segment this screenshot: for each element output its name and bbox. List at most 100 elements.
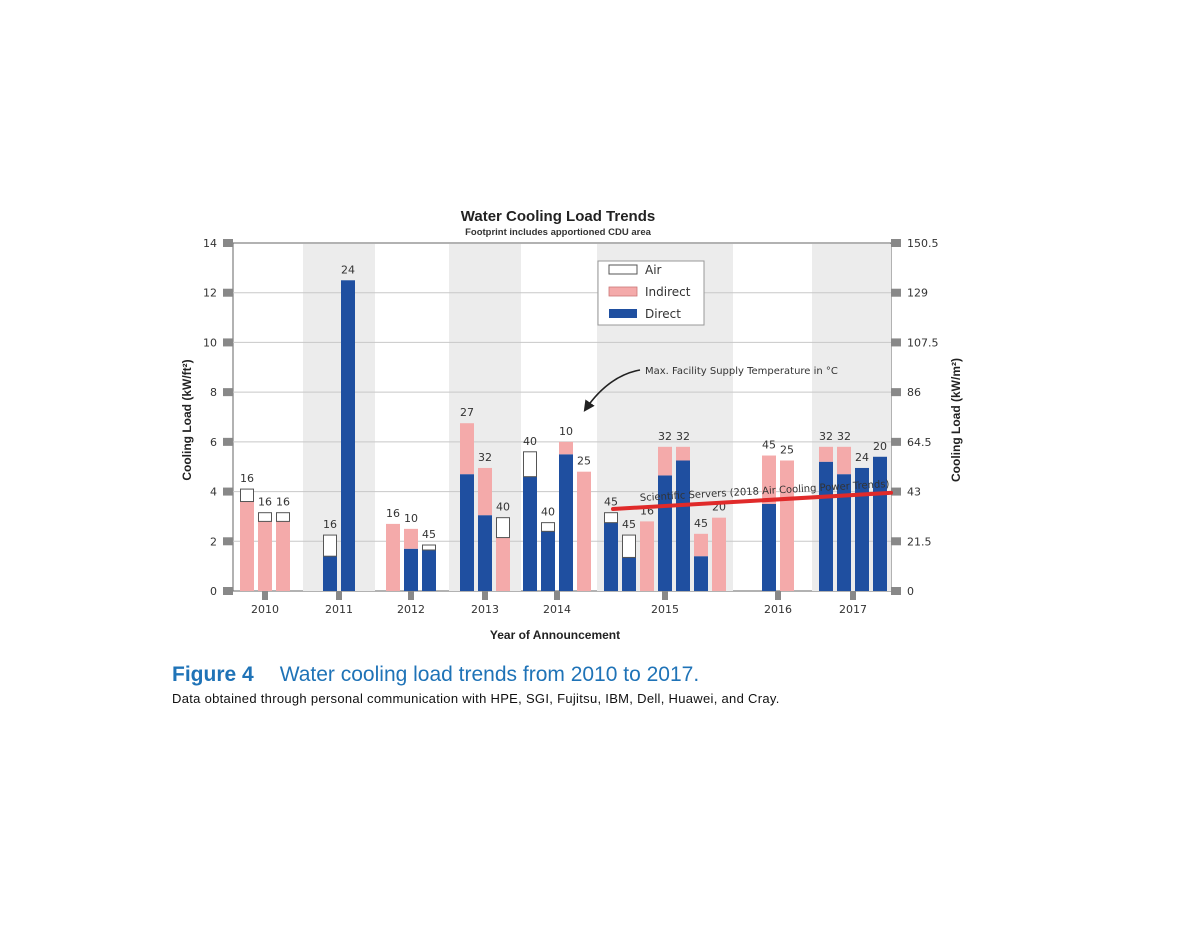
y-tick-mark-left — [223, 587, 233, 595]
x-tick-mark — [775, 591, 781, 600]
bar-direct — [694, 556, 708, 591]
bar-direct — [873, 456, 887, 591]
bar-temperature-label: 45 — [694, 517, 708, 530]
x-tick-label-2013: 2013 — [471, 603, 499, 616]
annotation-arrow — [583, 369, 641, 412]
bar-air — [240, 488, 254, 503]
y-tick-mark-right — [891, 388, 901, 397]
bar-air — [276, 512, 290, 522]
y-axis-title-right: Cooling Load (kW/m²) — [949, 358, 963, 482]
x-tick-label-2015: 2015 — [651, 603, 679, 616]
bar-direct — [837, 474, 851, 591]
bar-direct — [460, 474, 474, 591]
bar-indirect — [496, 537, 510, 591]
legend-swatch-direct — [609, 309, 637, 318]
x-tick-label-2017: 2017 — [839, 603, 867, 616]
legend-label-indirect: Indirect — [645, 285, 691, 299]
bar-temperature-label: 32 — [819, 430, 833, 443]
y-tick-label-right: 107.5 — [907, 336, 939, 349]
ticks-group: 02468101214021.54364.586107.5129150.5201… — [203, 237, 939, 616]
bar-temperature-label: 25 — [577, 455, 591, 468]
bar-temperature-label: 20 — [873, 440, 887, 453]
x-tick-mark — [554, 591, 560, 600]
bar-temperature-label: 10 — [404, 512, 418, 525]
bar-indirect — [780, 460, 794, 591]
bar-temperature-label: 16 — [240, 472, 254, 485]
bar-indirect — [258, 521, 272, 591]
bar-temperature-label: 25 — [780, 444, 794, 457]
bar-direct — [478, 515, 492, 591]
bar-indirect — [404, 528, 418, 549]
bar-temperature-label: 45 — [422, 528, 436, 541]
bar-temperature-label: 27 — [460, 406, 474, 419]
bar-air — [323, 534, 337, 557]
bar-direct — [604, 522, 618, 591]
bar-air — [422, 544, 436, 551]
legend-label-direct: Direct — [645, 307, 681, 321]
y-tick-label-left: 2 — [210, 535, 217, 548]
y-tick-label-right: 64.5 — [907, 436, 932, 449]
bar-air — [541, 522, 555, 532]
bar-indirect — [386, 523, 400, 591]
y-tick-mark-right — [891, 288, 901, 297]
y-tick-label-right: 150.5 — [907, 237, 939, 250]
bar-temperature-label: 40 — [496, 501, 510, 514]
bar-temperature-label: 16 — [386, 507, 400, 520]
bar-air — [604, 512, 618, 524]
bar-indirect — [658, 446, 672, 476]
bar-direct — [676, 460, 690, 591]
y-tick-label-right: 129 — [907, 287, 928, 300]
bar-temperature-label: 45 — [762, 439, 776, 452]
x-tick-mark — [336, 591, 342, 600]
y-tick-label-left: 10 — [203, 336, 217, 349]
y-tick-label-right: 0 — [907, 585, 914, 598]
bar-indirect — [712, 517, 726, 591]
x-tick-label-2016: 2016 — [764, 603, 792, 616]
y-tick-label-left: 4 — [210, 486, 217, 499]
y-tick-mark-left — [223, 239, 233, 247]
bar-indirect — [694, 533, 708, 557]
bar-air — [258, 512, 272, 522]
y-tick-mark-right — [891, 239, 901, 247]
legend-label-air: Air — [645, 263, 662, 277]
y-tick-label-left: 8 — [210, 386, 217, 399]
bar-indirect — [640, 521, 654, 591]
x-axis-title: Year of Announcement — [490, 628, 620, 642]
x-tick-label-2012: 2012 — [397, 603, 425, 616]
bar-temperature-label: 45 — [604, 496, 618, 509]
bar-air — [622, 534, 636, 558]
y-tick-mark-left — [223, 537, 233, 546]
y-tick-label-left: 0 — [210, 585, 217, 598]
y-tick-label-left: 6 — [210, 436, 217, 449]
bar-indirect — [676, 446, 690, 461]
bar-temperature-label: 32 — [837, 430, 851, 443]
legend: Air Indirect Direct — [597, 260, 705, 326]
bar-direct — [819, 461, 833, 591]
bar-indirect — [276, 521, 290, 591]
bar-temperature-label: 10 — [559, 425, 573, 438]
x-tick-mark — [662, 591, 668, 600]
bar-temperature-label: 16 — [276, 496, 290, 509]
bar-indirect — [577, 471, 591, 591]
bar-direct — [341, 280, 355, 591]
x-tick-label-2014: 2014 — [543, 603, 571, 616]
bar-temperature-label: 24 — [855, 451, 869, 464]
year-band-2011 — [303, 244, 375, 591]
y-tick-label-right: 43 — [907, 486, 921, 499]
y-tick-mark-left — [223, 388, 233, 397]
bar-temperature-label: 16 — [258, 496, 272, 509]
figure-caption: Figure 4 Water cooling load trends from 2… — [172, 663, 780, 706]
bar-air — [523, 451, 537, 478]
bar-temperature-label: 32 — [676, 430, 690, 443]
bar-direct — [404, 548, 418, 591]
bar-temperature-label: 32 — [658, 430, 672, 443]
annotation-text: Max. Facility Supply Temperature in °C — [645, 366, 838, 377]
bar-indirect — [559, 441, 573, 455]
bar-direct — [559, 454, 573, 591]
y-tick-label-right: 21.5 — [907, 535, 932, 548]
bar-indirect — [819, 446, 833, 462]
bar-direct — [855, 467, 869, 591]
chart-subtitle: Footprint includes apportioned CDU area — [465, 227, 652, 238]
